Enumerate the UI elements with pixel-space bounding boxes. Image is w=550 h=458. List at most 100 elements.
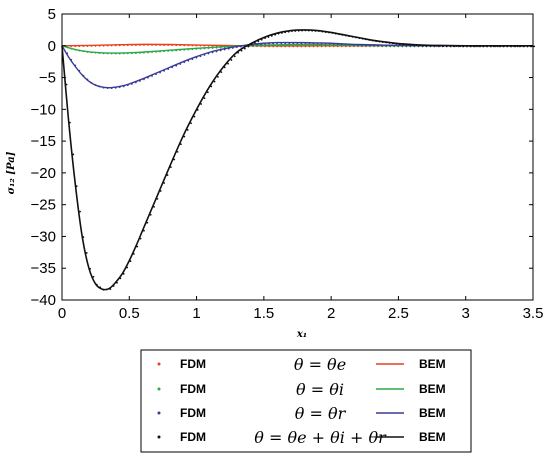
fdm-point-total bbox=[223, 66, 226, 69]
fdm-point-total bbox=[146, 221, 149, 224]
fdm-point-total bbox=[482, 45, 485, 48]
fdm-point-total bbox=[418, 44, 421, 47]
fdm-point-total bbox=[476, 45, 478, 48]
fdm-point-i bbox=[118, 52, 121, 55]
fdm-point-i bbox=[122, 52, 125, 55]
fdm-point-total bbox=[354, 36, 357, 39]
fdm-point-total bbox=[466, 45, 468, 48]
x-tick-label: 0.5 bbox=[119, 305, 140, 322]
legend-row-r: FDM θ = θr BEM bbox=[157, 404, 446, 423]
fdm-point-total bbox=[358, 37, 361, 40]
fdm-point-r bbox=[94, 84, 97, 86]
fdm-point-i bbox=[147, 51, 149, 54]
fdm-point-total bbox=[334, 32, 337, 35]
fdm-point-i bbox=[187, 48, 190, 51]
fdm-point-total bbox=[116, 281, 118, 284]
x-tick-label: 1.5 bbox=[253, 305, 274, 322]
fdm-point-e bbox=[199, 44, 202, 47]
fdm-point-total bbox=[435, 45, 438, 47]
fdm-point-total bbox=[122, 273, 125, 275]
fdm-point-e bbox=[300, 45, 303, 48]
fdm-point-i bbox=[74, 48, 77, 51]
fdm-point-e bbox=[70, 45, 73, 48]
fdm-point-total bbox=[102, 288, 105, 291]
fdm-point-e bbox=[118, 44, 121, 47]
fdm-point-total bbox=[139, 237, 142, 240]
x-tick-label: 2 bbox=[327, 305, 335, 322]
fdm-point-total bbox=[237, 51, 240, 54]
fdm-point-total bbox=[378, 40, 381, 43]
fdm-point-r bbox=[413, 45, 416, 47]
fdm-point-r bbox=[401, 45, 404, 47]
fdm-point-r bbox=[106, 87, 109, 89]
fdm-point-total bbox=[432, 45, 435, 47]
fdm-point-total bbox=[180, 143, 182, 146]
fdm-point-i bbox=[175, 49, 178, 52]
fdm-point-e bbox=[151, 44, 153, 46]
fdm-point-total bbox=[415, 44, 418, 47]
fdm-point-i bbox=[304, 44, 307, 47]
y-tick-label: −15 bbox=[31, 133, 56, 150]
fdm-point-r bbox=[98, 85, 101, 88]
fdm-point-r bbox=[324, 42, 327, 45]
fdm-point-total bbox=[79, 210, 81, 213]
y-tick-label: −35 bbox=[31, 260, 56, 277]
fdm-point-i bbox=[94, 51, 97, 54]
fdm-point-i bbox=[90, 51, 93, 54]
fdm-point-r bbox=[139, 80, 141, 82]
fdm-point-e bbox=[203, 44, 206, 47]
fdm-point-r bbox=[405, 45, 408, 47]
fdm-point-e bbox=[183, 44, 186, 47]
fdm-point-r bbox=[223, 48, 226, 51]
fdm-point-r bbox=[373, 44, 375, 47]
fdm-point-total bbox=[109, 288, 112, 291]
fdm-point-total bbox=[294, 30, 297, 32]
fdm-point-r bbox=[118, 86, 121, 89]
fdm-point-e bbox=[171, 44, 174, 47]
fdm-point-total bbox=[301, 29, 303, 32]
fdm-point-total bbox=[99, 286, 102, 289]
fdm-point-i bbox=[328, 44, 331, 47]
fdm-point-i bbox=[70, 47, 73, 50]
fdm-point-i bbox=[66, 46, 69, 49]
fdm-point-i bbox=[308, 44, 311, 47]
legend-bem-label: BEM bbox=[419, 406, 446, 420]
fdm-point-total bbox=[509, 45, 512, 48]
fdm-point-total bbox=[183, 135, 186, 138]
fdm-point-total bbox=[243, 47, 246, 50]
fdm-point-total bbox=[469, 45, 472, 48]
fdm-point-total bbox=[442, 45, 445, 47]
fdm-point-r bbox=[288, 42, 291, 45]
fdm-point-r bbox=[86, 78, 89, 81]
fdm-point-e bbox=[312, 45, 315, 48]
fdm-point-i bbox=[336, 44, 339, 47]
fdm-point-r bbox=[252, 44, 254, 46]
fdm-point-total bbox=[506, 45, 509, 48]
fdm-point-r bbox=[171, 66, 174, 69]
fdm-point-i bbox=[191, 48, 194, 51]
fdm-point-total bbox=[196, 109, 199, 111]
fdm-point-i bbox=[151, 51, 153, 54]
fdm-point-e bbox=[130, 44, 133, 47]
fdm-point-total bbox=[277, 32, 280, 35]
fdm-point-total bbox=[233, 55, 236, 58]
fdm-point-e bbox=[179, 44, 182, 47]
fdm-point-i bbox=[223, 46, 226, 49]
fdm-point-total bbox=[472, 45, 475, 48]
fdm-point-total bbox=[405, 43, 408, 46]
fdm-point-total bbox=[341, 34, 344, 36]
fdm-point-total bbox=[307, 29, 310, 32]
x-tick-label: 3 bbox=[462, 305, 470, 322]
fdm-point-i bbox=[134, 52, 137, 55]
fdm-point-total bbox=[496, 45, 499, 48]
fdm-point-total bbox=[445, 45, 448, 48]
fdm-point-i bbox=[130, 52, 133, 55]
y-tick-label: −20 bbox=[31, 165, 56, 182]
fdm-point-r bbox=[385, 44, 388, 47]
fdm-point-r bbox=[159, 71, 161, 74]
fdm-point-e bbox=[94, 45, 97, 47]
fdm-point-total bbox=[270, 34, 273, 37]
fdm-point-i bbox=[86, 51, 89, 53]
fdm-point-total bbox=[519, 45, 522, 48]
fdm-point-r bbox=[381, 44, 384, 47]
